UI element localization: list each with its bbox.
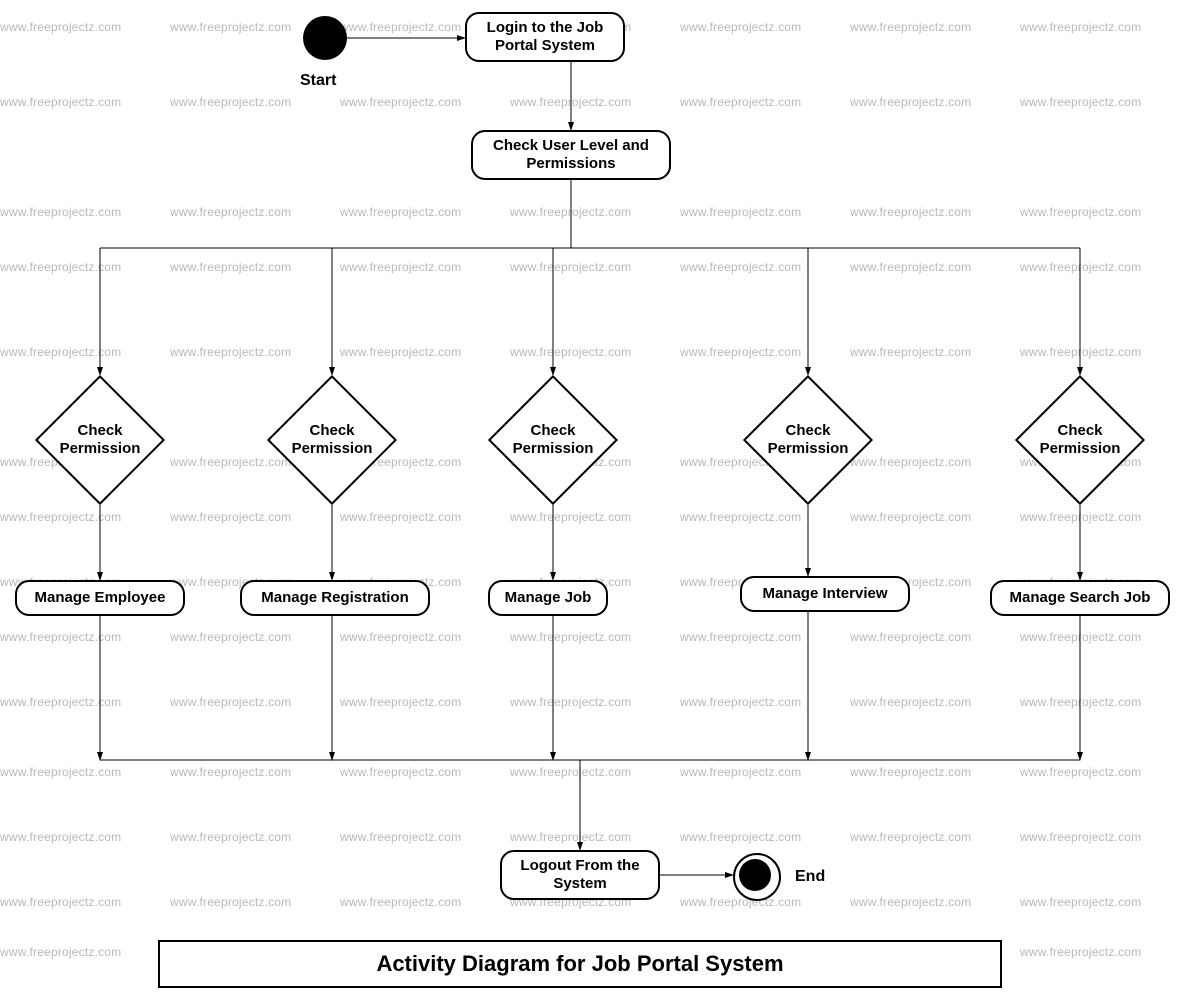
decision-4: Check Permission: [762, 394, 854, 486]
node-logout: Logout From the System: [500, 850, 660, 900]
node-manage-job: Manage Job: [488, 580, 608, 616]
node-manage-registration: Manage Registration: [240, 580, 430, 616]
start-label: Start: [300, 72, 336, 90]
node-check-level: Check User Level and Permissions: [471, 130, 671, 180]
end-node-core: [739, 859, 771, 891]
node-manage-employee: Manage Employee: [15, 580, 185, 616]
decision-4-label: Check Permission: [744, 422, 873, 458]
end-label: End: [795, 868, 825, 886]
decision-5: Check Permission: [1034, 394, 1126, 486]
decision-2: Check Permission: [286, 394, 378, 486]
decision-3-label: Check Permission: [489, 422, 618, 458]
diagram-title: Activity Diagram for Job Portal System: [158, 940, 1002, 988]
node-login: Login to the Job Portal System: [465, 12, 625, 62]
decision-1: Check Permission: [54, 394, 146, 486]
decision-5-label: Check Permission: [1016, 422, 1145, 458]
node-manage-interview: Manage Interview: [740, 576, 910, 612]
decision-2-label: Check Permission: [268, 422, 397, 458]
node-manage-search-job: Manage Search Job: [990, 580, 1170, 616]
decision-3: Check Permission: [507, 394, 599, 486]
decision-1-label: Check Permission: [36, 422, 165, 458]
start-node: [303, 16, 347, 60]
